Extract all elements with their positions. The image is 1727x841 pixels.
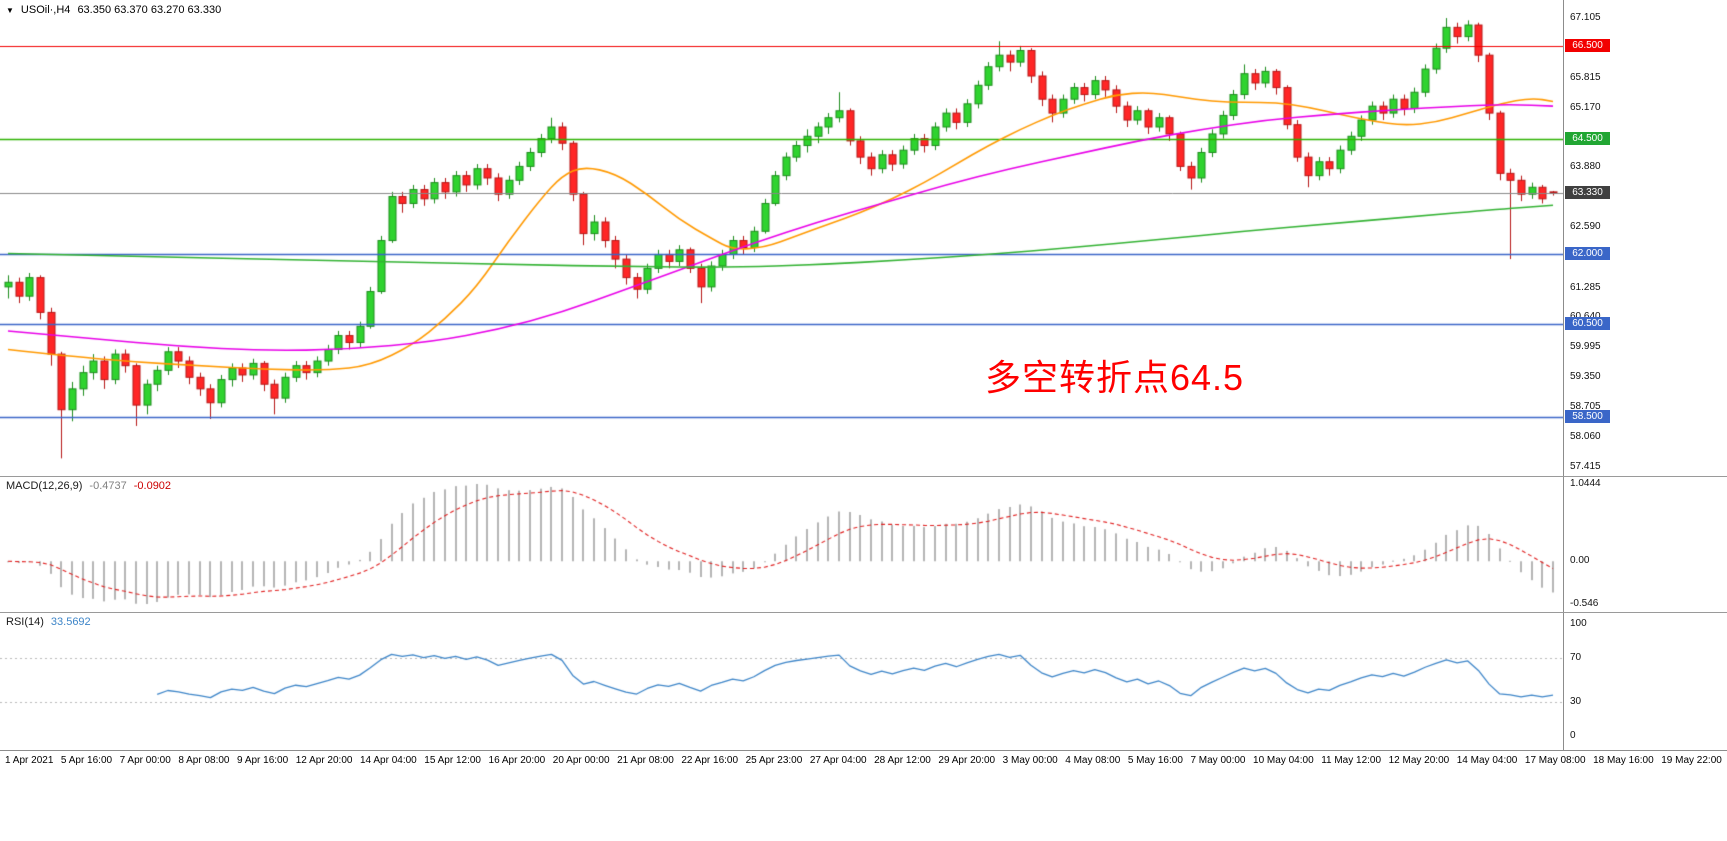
price-axis-label: 63.880 [1570,161,1601,173]
time-axis-label: 22 Apr 16:00 [681,755,739,766]
time-axis-label: 16 Apr 20:00 [488,755,546,766]
macd-chart-canvas[interactable] [0,476,1563,612]
price-level-badge: 60.500 [1565,316,1610,330]
price-axis-label: 58.060 [1570,431,1601,443]
macd-indicator-header: MACD(12,26,9) -0.4737 -0.0902 [6,480,171,492]
time-axis-label: 14 Apr 04:00 [360,755,417,766]
macd-axis-label: -0.546 [1570,598,1599,609]
time-axis-label: 15 Apr 12:00 [424,755,481,766]
price-level-badge: 62.000 [1565,247,1610,261]
price-axis-label: 59.350 [1570,371,1601,383]
time-axis-label: 18 May 16:00 [1593,755,1654,766]
time-axis-label: 25 Apr 23:00 [745,755,803,766]
time-axis-label: 21 Apr 08:00 [617,755,674,766]
rsi-axis-label: 0 [1570,730,1576,741]
price-axis-label: 57.415 [1570,460,1601,472]
chart-title: ▼ USOil·,H4 63.350 63.370 63.270 63.330 [6,4,221,16]
macd-signal-value: -0.0902 [133,480,172,492]
price-axis-label: 62.590 [1570,221,1601,233]
panel-separator-macd[interactable] [0,476,1727,477]
time-axis-label: 1 Apr 2021 [5,755,54,766]
time-axis-label: 7 Apr 00:00 [119,755,171,766]
time-axis-label: 29 Apr 20:00 [938,755,996,766]
macd-axis-label: 0.00 [1570,555,1590,567]
macd-main-value: -0.4737 [89,480,127,492]
price-axis-label: 59.995 [1570,341,1601,353]
panel-separator-rsi[interactable] [0,612,1727,613]
price-axis-label: 65.815 [1570,71,1601,83]
time-axis-label: 28 Apr 12:00 [874,755,931,766]
annotation-text[interactable]: 多空转折点64.5 [985,357,1245,398]
time-axis-label: 10 May 04:00 [1253,755,1314,766]
time-axis-label: 20 Apr 00:00 [552,755,610,766]
macd-axis-label: 1.0444 [1570,478,1601,489]
price-level-badge: 63.330 [1565,185,1610,199]
price-level-badge: 64.500 [1565,131,1610,145]
time-axis-label: 8 Apr 08:00 [178,755,230,766]
time-axis-label: 5 May 16:00 [1127,755,1183,766]
rsi-axis-label: 30 [1570,696,1582,708]
time-axis-label: 17 May 08:00 [1524,755,1586,766]
rsi-title: RSI(14) [6,616,44,628]
symbol-period-label: USOil·,H4 [20,4,71,16]
time-axis-label: 12 May 20:00 [1388,755,1450,766]
ohlc-values: 63.350 63.370 63.270 63.330 [77,4,222,16]
price-axis-label: 58.705 [1570,401,1601,413]
symbol-dropdown-icon[interactable]: ▼ [6,5,14,15]
time-axis-label: 4 May 08:00 [1065,755,1121,766]
price-axis-label: 61.285 [1570,281,1601,293]
price-level-badge: 66.500 [1565,38,1610,52]
time-axis-label: 7 May 00:00 [1190,755,1246,766]
rsi-axis-label: 70 [1570,651,1582,663]
time-axis[interactable]: 1 Apr 2021 5 Apr 16:00 7 Apr 00:00 8 Apr 08… [0,750,1727,770]
rsi-indicator-header: RSI(14) 33.5692 [6,616,91,628]
price-level-badge: 58.500 [1565,409,1610,423]
time-axis-label: 3 May 00:00 [1002,755,1058,766]
rsi-value: 33.5692 [50,616,91,628]
time-axis-label: 9 Apr 16:00 [237,755,289,766]
time-axis-label: 5 Apr 16:00 [60,755,113,766]
time-axis-label: 19 May 22:00 [1661,755,1722,766]
time-axis-label: 11 May 12:00 [1321,755,1382,766]
time-axis-label: 27 Apr 04:00 [809,755,867,766]
macd-title: MACD(12,26,9) [6,480,83,492]
price-axis[interactable]: 67.10565.81565.17063.88062.59061.28560.6… [1563,0,1727,750]
price-chart-canvas[interactable] [0,0,1563,476]
time-axis-label: 14 May 04:00 [1456,755,1518,766]
rsi-chart-canvas[interactable] [0,612,1563,750]
price-axis-label: 67.105 [1570,11,1601,23]
price-axis-label: 65.170 [1570,101,1601,113]
rsi-axis-label: 100 [1570,618,1587,629]
time-axis-label: 12 Apr 20:00 [295,755,353,766]
